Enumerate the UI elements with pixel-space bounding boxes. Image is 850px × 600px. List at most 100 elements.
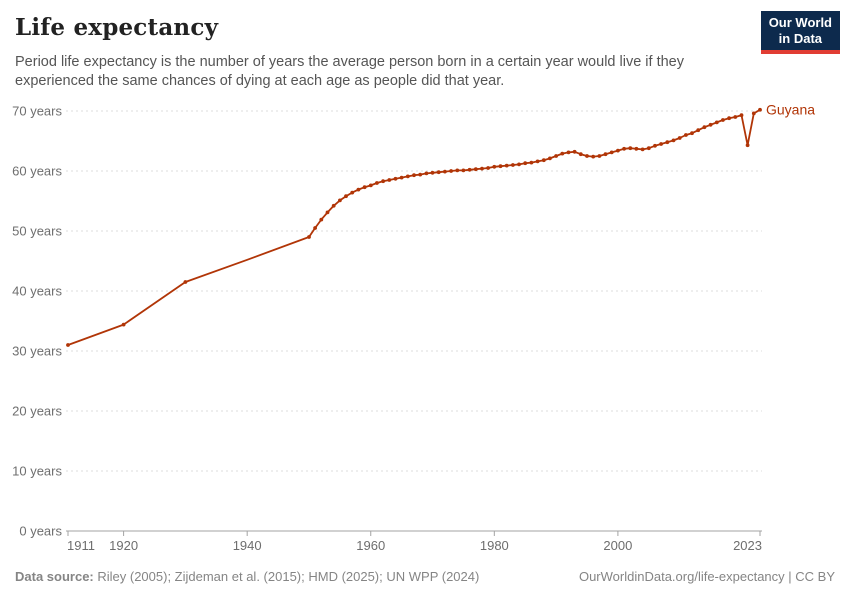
data-point (449, 169, 453, 173)
y-tick-label-10: 10 years (12, 464, 62, 479)
data-point (529, 160, 534, 165)
data-point (356, 187, 361, 192)
data-point (473, 167, 478, 172)
data-point (585, 154, 589, 158)
data-point (387, 178, 392, 182)
data-source-label: Data source: (15, 569, 94, 584)
data-point (325, 210, 330, 215)
data-point (677, 136, 682, 140)
data-point (430, 170, 435, 175)
data-point (338, 198, 342, 203)
data-point (523, 161, 528, 166)
owid-url-link[interactable]: OurWorldinData.org/life-expectancy (578, 569, 785, 584)
data-point (702, 125, 707, 130)
data-point (665, 140, 670, 145)
data-point (745, 143, 750, 148)
data-point (714, 120, 719, 125)
data-point (684, 133, 688, 137)
owid-logo-line1: Our World (768, 15, 832, 30)
data-point (405, 174, 410, 179)
data-point (696, 128, 701, 133)
data-point (572, 149, 577, 154)
y-tick-label-70: 70 years (12, 104, 62, 119)
page-title: Life expectancy (15, 14, 219, 41)
data-point (443, 169, 447, 174)
data-point (616, 148, 620, 153)
x-tick-label-1911: 1911 (67, 538, 95, 553)
data-point (511, 163, 515, 167)
data-point (368, 183, 373, 188)
data-point (344, 194, 348, 199)
data-point (758, 107, 762, 112)
x-tick-label-1920: 1920 (109, 538, 138, 553)
data-point (307, 235, 311, 239)
data-point (671, 138, 676, 143)
chart-subtitle: Period life expectancy is the number of … (15, 54, 684, 89)
data-point (121, 322, 126, 327)
data-point (461, 168, 466, 173)
x-tick-label-1960: 1960 (356, 538, 385, 553)
data-point (622, 146, 626, 151)
data-point (646, 146, 651, 151)
data-point (350, 190, 355, 195)
y-tick-label-0: 0 years (19, 524, 62, 539)
data-point (412, 173, 416, 178)
x-tick-label-2023: 2023 (733, 538, 762, 553)
x-tick-label-1940: 1940 (233, 538, 262, 553)
data-point (603, 152, 608, 157)
data-point (455, 168, 460, 173)
data-point (609, 150, 614, 155)
data-point (66, 343, 70, 347)
data-point (541, 158, 546, 163)
x-tick-label-2000: 2000 (603, 538, 632, 553)
data-point (399, 175, 404, 180)
data-point (480, 166, 484, 171)
data-point (492, 164, 497, 169)
data-point (628, 146, 633, 151)
data-point (591, 154, 596, 159)
data-point (418, 172, 423, 177)
data-point (597, 154, 602, 158)
data-point (504, 163, 509, 168)
data-point (486, 166, 490, 170)
data-point (393, 176, 398, 181)
data-point (498, 164, 503, 169)
data-point (578, 152, 583, 157)
data-point (659, 142, 663, 146)
license-badge: CC BY (795, 569, 835, 584)
data-point (313, 226, 317, 230)
y-tick-label-20: 20 years (12, 404, 62, 419)
owid-logo-line2: in Data (778, 31, 823, 47)
data-point (535, 159, 540, 164)
data-point (319, 217, 324, 222)
data-point (381, 179, 385, 184)
data-point (560, 151, 565, 156)
data-point (690, 131, 694, 136)
footer-separator: | (784, 569, 796, 584)
data-point (721, 118, 725, 122)
data-point (751, 111, 756, 116)
data-source: Data source: Riley (2005); Zijdeman et a… (15, 569, 479, 584)
y-tick-label-60: 60 years (12, 164, 62, 179)
data-source-text: Riley (2005); Zijdeman et al. (2015); HM… (93, 569, 480, 584)
data-point (424, 171, 429, 176)
data-point (331, 203, 336, 208)
data-point (436, 170, 441, 175)
y-tick-label-40: 40 years (12, 284, 62, 299)
data-point (554, 154, 558, 158)
data-point (375, 181, 379, 185)
y-tick-label-50: 50 years (12, 224, 62, 239)
footer-right: OurWorldinData.org/life-expectancy | CC … (579, 569, 835, 584)
data-point (467, 167, 472, 172)
data-point (548, 156, 552, 161)
owid-logo: Our World in Data (760, 11, 840, 54)
y-tick-label-30: 30 years (12, 344, 62, 359)
x-tick-label-1980: 1980 (480, 538, 509, 553)
data-point (653, 143, 657, 148)
data-point (183, 280, 188, 284)
data-point (362, 185, 367, 190)
data-point (733, 115, 738, 119)
data-point (566, 150, 571, 155)
data-point (634, 146, 639, 151)
